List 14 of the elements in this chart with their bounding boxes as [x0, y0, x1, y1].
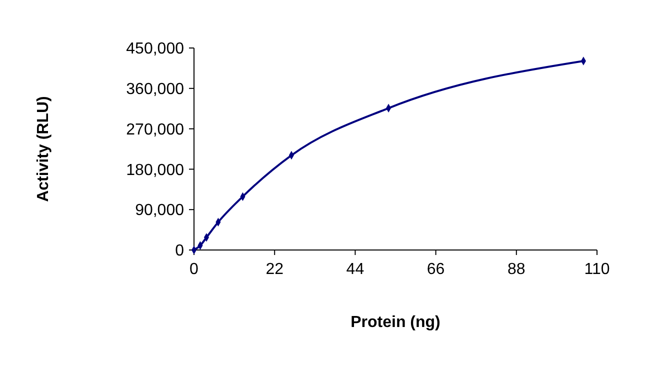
y-tick-label: 270,000: [126, 121, 184, 138]
y-tick-label: 180,000: [126, 162, 184, 179]
x-tick-label: 88: [508, 261, 526, 278]
x-tick-label: 110: [584, 261, 610, 278]
y-tick-label: 0: [175, 242, 184, 260]
x-axis-title: Protein (ng): [350, 314, 440, 331]
x-tick-label: 44: [346, 261, 364, 278]
x-tick-label: 22: [266, 261, 284, 278]
y-tick-label: 450,000: [126, 40, 184, 58]
x-tick-label: 66: [426, 261, 445, 278]
y-axis-title: Activity (RLU): [35, 96, 52, 202]
x-tick-label: 0: [190, 261, 199, 278]
y-tick-label: 360,000: [126, 81, 184, 98]
y-tick-label: 90,000: [135, 202, 184, 220]
